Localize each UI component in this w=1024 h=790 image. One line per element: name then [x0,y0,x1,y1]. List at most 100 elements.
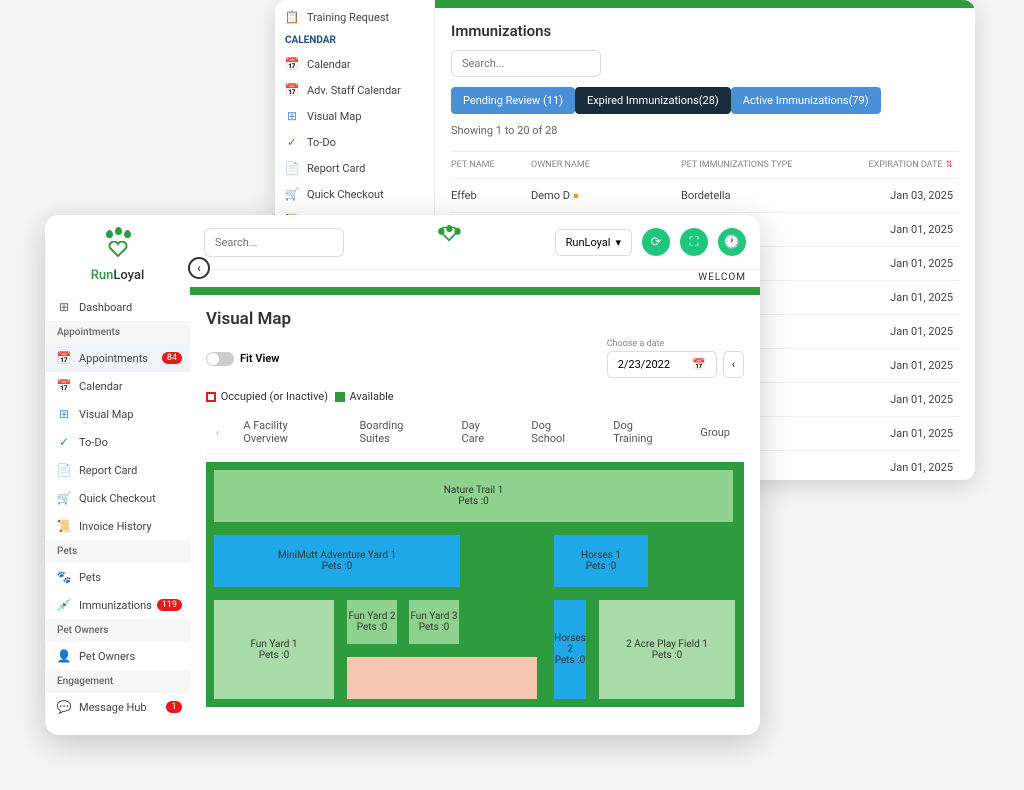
map-block-minimutt[interactable]: MiniMutt Adventure Yard 1Pets :0 [211,532,463,590]
tab-active[interactable]: Active Immunizations(79) [731,87,881,114]
sidebar-item-immunizations[interactable]: 💉Immunizations119 [45,591,190,619]
search-input[interactable] [204,228,344,257]
search-input[interactable] [451,50,601,77]
map-legend: Occupied (or Inactive) Available [206,390,744,403]
sidebar-section-pets: Pets [45,540,190,563]
col-pet-name[interactable]: PET NAME [451,160,531,170]
sidebar-item-todo[interactable]: ✓To-Do [45,428,190,456]
sidebar-item-pets[interactable]: 🐾Pets [45,563,190,591]
date-picker[interactable]: 2/23/2022📅 [607,351,717,378]
clock-button[interactable]: 🕐 [718,228,746,256]
sidebar-section-appointments: Appointments [45,321,190,344]
chevron-down-icon: ▾ [615,236,621,249]
tab-dogschool[interactable]: Dog School [517,411,599,453]
report-icon: 📄 [285,161,299,175]
immunization-icon: 💉 [57,598,71,612]
table-row[interactable]: EffebDemo D ●BordetellaJan 03, 2025 [451,178,959,212]
tab-dogtraining[interactable]: Dog Training [599,411,686,453]
sidebar-item-invoice[interactable]: 📜Invoice History [45,512,190,540]
map-block-peach[interactable] [344,654,540,702]
message-badge: 1 [166,701,182,713]
clock-icon: 🕐 [724,235,740,250]
page-title: Visual Map [206,309,744,329]
sidebar-item-visual-map[interactable]: ⊞Visual Map [45,400,190,428]
legend-occupied: Occupied (or Inactive) [221,390,328,403]
col-expiration[interactable]: EXPIRATION DATE⇅ [841,160,959,170]
map-block-acre[interactable]: 2 Acre Play Field 1Pets :0 [596,597,738,702]
sidebar-section-owners: Pet Owners [45,619,190,642]
map-icon: ⊞ [57,407,71,421]
tab-pending[interactable]: Pending Review (11) [451,87,575,114]
calendar-icon: 📅 [285,57,299,71]
map-block-horses1[interactable]: Horses 1Pets :0 [551,532,651,590]
refresh-button[interactable]: ⟳ [642,228,670,256]
logo: RunLoyal [45,225,190,293]
map-block-funyard3[interactable]: Fun Yard 3Pets :0 [406,597,462,647]
sidebar-item-calendar[interactable]: 📅Calendar [275,51,434,77]
col-type[interactable]: PET IMMUNIZATIONS TYPE [681,160,841,170]
training-icon: 📋 [285,10,299,24]
fullscreen-button[interactable]: ⛶ [680,228,708,256]
invoice-icon: 📜 [57,519,71,533]
sidebar-item-visual-map[interactable]: ⊞Visual Map [275,103,434,129]
fit-view-toggle[interactable] [206,352,234,366]
todo-icon: ✓ [57,435,71,449]
table-header: PET NAME OWNER NAME PET IMMUNIZATIONS TY… [451,151,959,178]
heart-icon [108,241,128,257]
pets-icon: 🐾 [57,570,71,584]
tab-expired[interactable]: Expired Immunizations(28) [575,87,731,114]
available-swatch [335,392,345,402]
sidebar-section-calendar: CALENDAR [275,30,434,51]
sidebar-item-training[interactable]: 📋Training Request [275,4,434,30]
prev-date-button[interactable]: ‹ [723,351,744,378]
sidebar-item-message-hub[interactable]: 💬Message Hub1 [45,693,190,721]
sidebar-item-quick-checkout[interactable]: 🛒Quick Checkout [45,484,190,512]
showing-text: Showing 1 to 20 of 28 [451,124,959,137]
map-block-funyard1[interactable]: Fun Yard 1Pets :0 [211,597,337,702]
sidebar-item-calendar[interactable]: 📅Calendar [45,372,190,400]
header-logo [354,225,545,259]
map-icon: ⊞ [285,109,299,123]
tab-boarding[interactable]: Boarding Suites [345,411,447,453]
fit-view-control: Fit View [206,352,279,366]
sidebar-section-engagement: Engagement [45,670,190,693]
immunization-tabs: Pending Review (11) Expired Immunization… [451,87,959,114]
sidebar-item-dashboard[interactable]: ⊞Dashboard [45,293,190,321]
dashboard-icon: ⊞ [57,300,71,314]
sidebar-item-quick-checkout[interactable]: 🛒Quick Checkout [275,181,434,207]
map-block-horses2[interactable]: Horses 2Pets :0 [551,597,589,702]
location-dropdown[interactable]: RunLoyal▾ [555,229,632,256]
checkout-icon: 🛒 [285,187,299,201]
visual-map-canvas: Nature Trail 1Pets :0 MiniMutt Adventure… [206,462,744,707]
tabs-prev-button[interactable]: ‹ [206,418,229,447]
expand-icon: ⛶ [689,235,698,250]
map-block-nature-trail[interactable]: Nature Trail 1Pets :0 [211,467,736,525]
visual-map-window: ‹ RunLoyal ⊞Dashboard Appointments 📅Appo… [45,215,760,735]
refresh-icon: ⟳ [651,235,662,250]
occupied-swatch [206,392,216,402]
appointments-icon: 📅 [57,351,71,365]
collapse-sidebar-button[interactable]: ‹ [188,257,210,279]
todo-icon: ✓ [285,135,299,149]
map-block-funyard2[interactable]: Fun Yard 2Pets :0 [344,597,400,647]
tab-overview[interactable]: A Facility Overview [229,411,345,453]
facility-tabs: ‹ A Facility Overview Boarding Suites Da… [206,411,744,454]
sidebar-item-pet-owners[interactable]: 👤Pet Owners [45,642,190,670]
tab-group[interactable]: Group [686,418,744,447]
sidebar-item-appointments[interactable]: 📅Appointments84 [45,344,190,372]
front-sidebar: RunLoyal ⊞Dashboard Appointments 📅Appoin… [45,215,190,735]
staff-calendar-icon: 📅 [285,83,299,97]
sidebar-item-report-card[interactable]: 📄Report Card [45,456,190,484]
col-owner-name[interactable]: OWNER NAME [531,160,681,170]
tab-daycare[interactable]: Day Care [447,411,517,453]
owners-icon: 👤 [57,649,71,663]
header-greenbar [435,0,975,8]
sidebar-item-todo[interactable]: ✓To-Do [275,129,434,155]
date-label: Choose a date [607,339,717,349]
immunizations-badge: 119 [157,599,182,611]
message-icon: 💬 [57,700,71,714]
sort-icon: ⇅ [945,160,953,170]
sidebar-item-report-card[interactable]: 📄Report Card [275,155,434,181]
sidebar-item-adv-staff[interactable]: 📅Adv. Staff Calendar [275,77,434,103]
fit-view-label: Fit View [240,352,279,365]
